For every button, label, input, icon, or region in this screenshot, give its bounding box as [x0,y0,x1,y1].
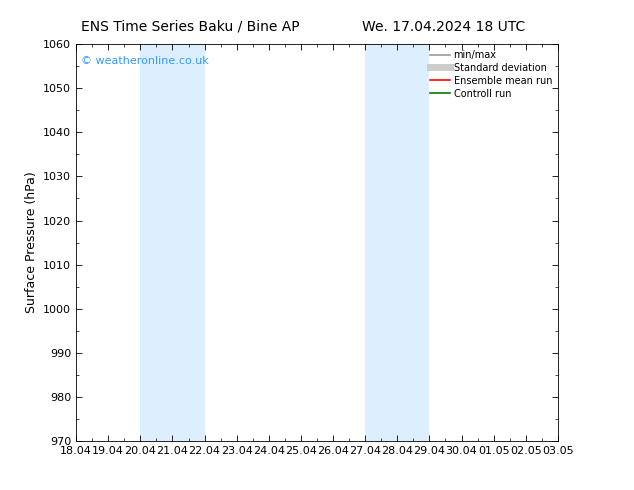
Y-axis label: Surface Pressure (hPa): Surface Pressure (hPa) [25,172,37,314]
Bar [365,44,398,441]
Bar [172,44,205,441]
Text: © weatheronline.co.uk: © weatheronline.co.uk [81,56,209,66]
Text: ENS Time Series Baku / Bine AP: ENS Time Series Baku / Bine AP [81,20,299,34]
Bar [140,44,172,441]
Legend: min/max, Standard deviation, Ensemble mean run, Controll run: min/max, Standard deviation, Ensemble me… [426,46,556,102]
Bar [398,44,429,441]
Text: We. 17.04.2024 18 UTC: We. 17.04.2024 18 UTC [362,20,526,34]
